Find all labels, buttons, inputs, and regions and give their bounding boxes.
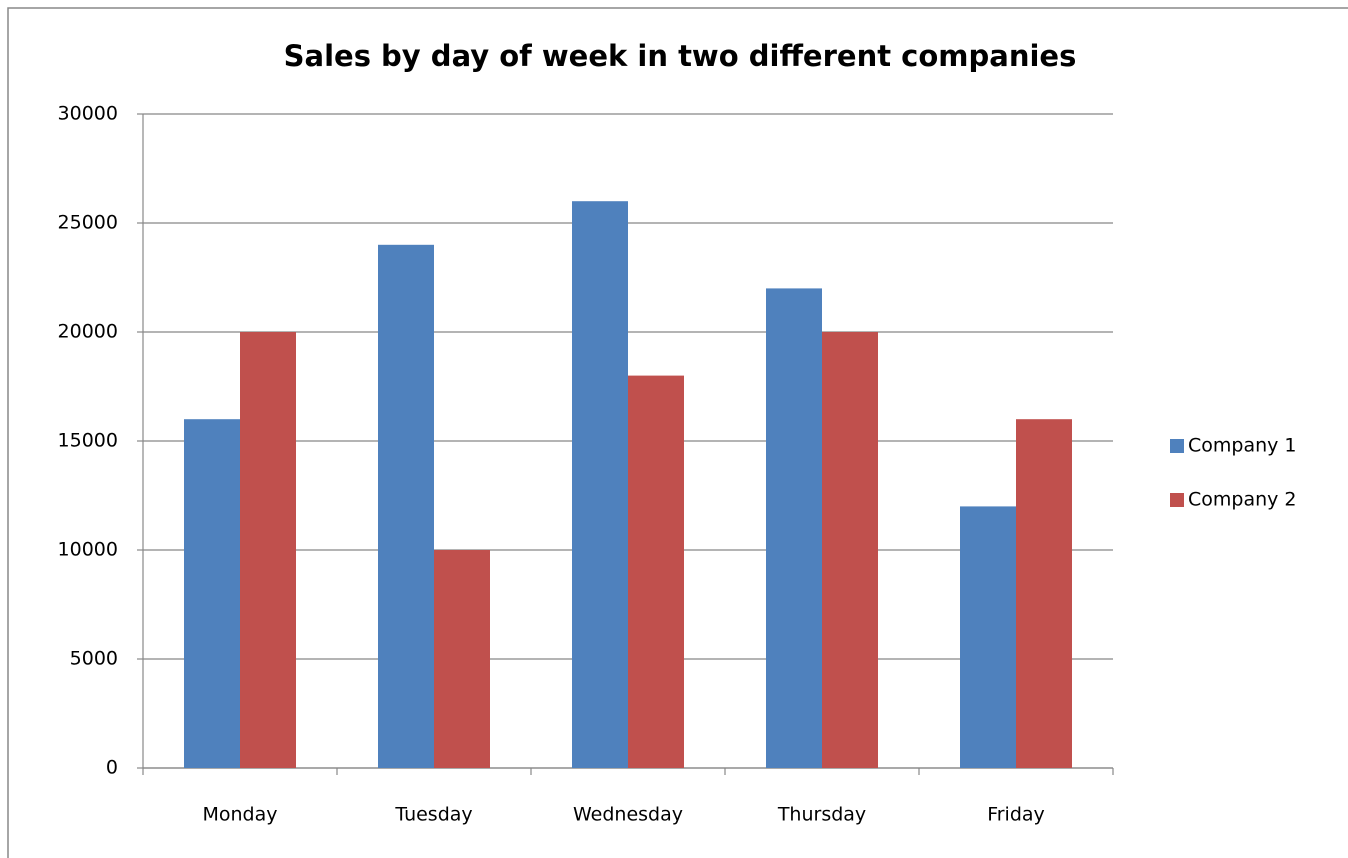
bar xyxy=(822,332,878,768)
bar xyxy=(1016,419,1072,768)
x-tick-label: Thursday xyxy=(777,804,866,826)
y-tick-label: 20000 xyxy=(58,321,118,343)
legend-swatch xyxy=(1170,493,1184,507)
y-tick-label: 0 xyxy=(106,757,118,779)
legend-swatch xyxy=(1170,439,1184,453)
legend-label: Company 1 xyxy=(1188,435,1297,457)
chart-title: Sales by day of week in two different co… xyxy=(284,39,1077,73)
x-tick-label: Monday xyxy=(202,804,277,826)
bar xyxy=(960,506,1016,768)
legend-label: Company 2 xyxy=(1188,489,1297,511)
y-tick-label: 25000 xyxy=(58,212,118,234)
bar xyxy=(572,201,628,768)
x-tick-label: Wednesday xyxy=(573,804,683,826)
y-tick-label: 30000 xyxy=(58,103,118,125)
y-tick-label: 5000 xyxy=(70,648,118,670)
bar xyxy=(240,332,296,768)
bar xyxy=(628,375,684,768)
bar xyxy=(184,419,240,768)
bar xyxy=(766,288,822,768)
y-tick-label: 10000 xyxy=(58,539,118,561)
bar xyxy=(434,550,490,768)
bar xyxy=(378,244,434,769)
x-tick-label: Tuesday xyxy=(394,804,472,826)
y-tick-label: 15000 xyxy=(58,430,118,452)
x-tick-label: Friday xyxy=(987,804,1045,826)
